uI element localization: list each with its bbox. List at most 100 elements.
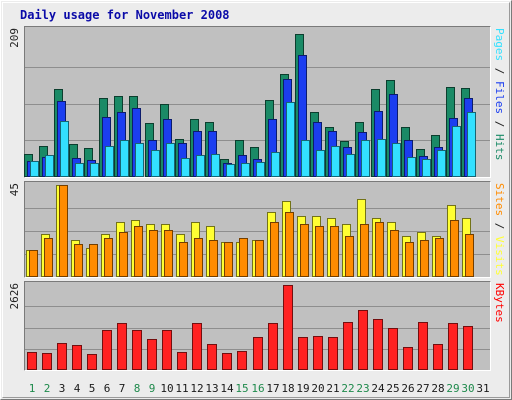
bar-kbytes-day-4: [72, 345, 82, 370]
bar-pages-day-23: [361, 140, 370, 177]
bar-kbytes-day-20: [313, 336, 323, 370]
bar-kbytes-day-1: [27, 352, 37, 370]
bar-kbytes-day-23: [358, 310, 368, 370]
bar-pages-day-16: [256, 162, 265, 177]
legend-entry: Visits: [493, 236, 506, 276]
bar-sites-day-6: [104, 238, 113, 277]
bar-pages-day-26: [407, 157, 416, 177]
bar-sites-day-25: [390, 230, 399, 277]
legend-entry: /: [493, 216, 506, 236]
bar-sites-day-16: [255, 240, 264, 277]
legend-visits_sites: Sites / Visits: [493, 183, 506, 276]
bar-pages-day-21: [331, 146, 340, 177]
bar-sites-day-12: [194, 238, 203, 277]
panel-border-shadow: [24, 26, 491, 178]
bar-kbytes-day-8: [132, 330, 142, 370]
bar-kbytes-day-26: [403, 347, 413, 370]
bar-kbytes-day-9: [147, 339, 157, 370]
panel-kbytes: 2626 KBytes: [8, 281, 506, 371]
bar-kbytes-day-6: [102, 330, 112, 370]
panel-border-shadow: [24, 181, 491, 278]
x-tick-label-day-22: 22: [341, 382, 354, 395]
bar-sites-day-11: [179, 242, 188, 277]
legend-entry: Pages: [493, 28, 506, 61]
bar-pages-day-15: [241, 163, 250, 177]
bar-pages-day-7: [120, 140, 129, 177]
panel-border-highlight: [24, 181, 491, 278]
x-tick-label-day-21: 21: [326, 382, 339, 395]
x-tick-label-day-17: 17: [266, 382, 279, 395]
bar-pages-day-1: [30, 161, 39, 177]
series-pages: [30, 102, 476, 177]
bar-kbytes-day-19: [298, 337, 308, 370]
bar-kbytes-day-11: [177, 352, 187, 370]
bar-pages-day-11: [181, 158, 190, 177]
bar-pages-day-5: [90, 163, 99, 177]
bar-kbytes-day-30: [463, 326, 473, 370]
x-tick-label-day-19: 19: [296, 382, 309, 395]
legend-entry: Hits: [493, 134, 506, 161]
x-tick-label-day-15: 15: [235, 382, 248, 395]
bar-sites-day-7: [119, 232, 128, 277]
x-tick-label-day-29: 29: [446, 382, 459, 395]
bar-sites-day-27: [420, 240, 429, 277]
bar-sites-day-22: [345, 236, 354, 277]
bar-pages-day-6: [105, 146, 114, 177]
bar-pages-day-2: [45, 155, 54, 177]
x-tick-label-day-1: 1: [29, 382, 36, 395]
max-label-kbytes: 2626: [8, 283, 21, 310]
max-label-visits_sites: 45: [8, 183, 21, 196]
bar-sites-day-13: [209, 240, 218, 277]
series-kbytes: [27, 285, 473, 370]
x-tick-label-day-27: 27: [416, 382, 429, 395]
panel-border-highlight: [24, 281, 491, 371]
bar-pages-day-27: [422, 159, 431, 177]
bar-kbytes-day-13: [207, 344, 217, 370]
x-tick-label-day-5: 5: [89, 382, 96, 395]
max-label-hits_files_pages: 209: [8, 28, 21, 48]
panel-visits_sites: 45 Sites / Visits: [8, 181, 506, 278]
x-tick-label-day-25: 25: [386, 382, 399, 395]
bar-sites-day-28: [435, 238, 444, 277]
x-tick-label-day-20: 20: [311, 382, 324, 395]
bar-sites-day-24: [375, 222, 384, 277]
bar-sites-day-10: [164, 230, 173, 277]
bar-kbytes-day-15: [237, 351, 247, 370]
bar-kbytes-day-3: [57, 343, 67, 370]
bar-kbytes-day-12: [192, 323, 202, 370]
bar-pages-day-29: [452, 126, 461, 177]
bar-kbytes-day-24: [373, 319, 383, 370]
bar-pages-day-28: [437, 150, 446, 177]
bar-sites-day-18: [285, 212, 294, 277]
x-tick-label-day-9: 9: [149, 382, 156, 395]
x-tick-label-day-28: 28: [431, 382, 444, 395]
x-tick-label-day-14: 14: [220, 382, 234, 395]
bar-pages-day-25: [392, 143, 401, 177]
bar-kbytes-day-25: [388, 328, 398, 370]
x-tick-label-day-18: 18: [281, 382, 294, 395]
legend-entry: Sites: [493, 183, 506, 216]
bar-kbytes-day-10: [162, 330, 172, 370]
bar-pages-day-22: [346, 154, 355, 177]
x-tick-label-day-6: 6: [104, 382, 111, 395]
panel-border-highlight: [24, 26, 491, 178]
x-axis-labels: 1 2 3 4 5 6 7 8 9 10 11 12 13 14 15 16 17 18 19 20 21 22 23 24 2…: [29, 382, 490, 395]
x-tick-label-day-31: 31: [476, 382, 489, 395]
x-tick-label-day-23: 23: [356, 382, 369, 395]
bar-pages-day-20: [316, 150, 325, 177]
legend-entry: KBytes: [493, 283, 506, 323]
bar-sites-day-1: [29, 250, 38, 277]
bar-pages-day-17: [271, 152, 280, 177]
x-tick-label-day-16: 16: [251, 382, 264, 395]
x-tick-label-day-7: 7: [119, 382, 126, 395]
bar-sites-day-9: [149, 230, 158, 277]
bar-kbytes-day-16: [253, 337, 263, 370]
bar-sites-day-21: [330, 226, 339, 277]
bar-kbytes-day-14: [222, 353, 232, 370]
bar-sites-day-20: [315, 226, 324, 277]
bar-kbytes-day-18: [283, 285, 293, 370]
x-tick-label-day-8: 8: [134, 382, 141, 395]
bar-sites-day-29: [450, 220, 459, 277]
